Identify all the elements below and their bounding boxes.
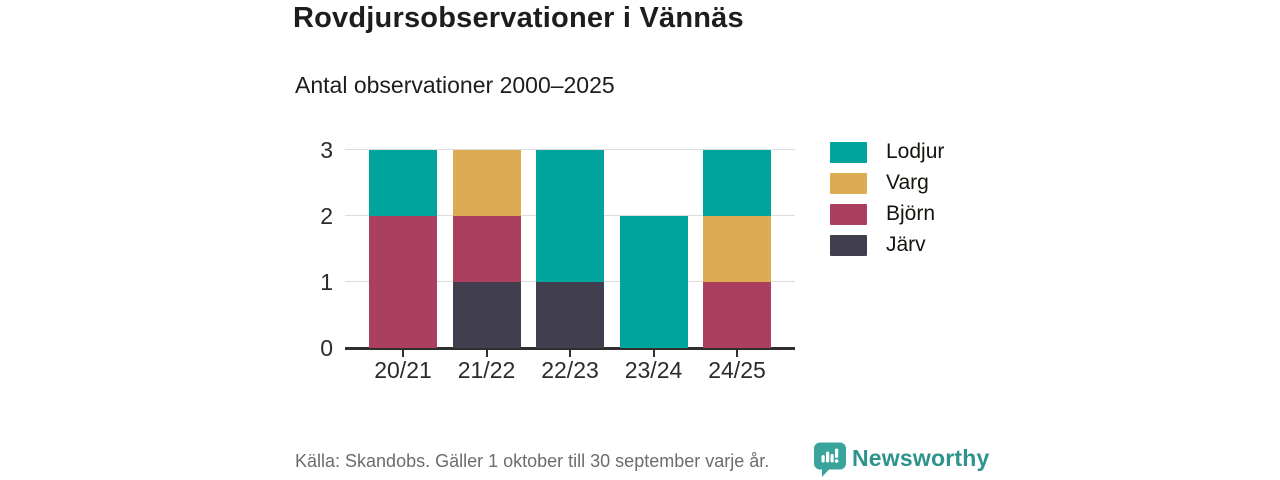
x-axis-tick-label: 23/24: [624, 357, 683, 383]
bar-segment-järv-22-23: [536, 282, 604, 348]
x-axis-tick-mark: [736, 350, 738, 357]
x-axis-tick-label: 24/25: [708, 357, 766, 383]
x-axis-line: [345, 347, 795, 350]
y-axis-tick-label: 0: [320, 335, 333, 361]
x-axis-tick-mark: [402, 350, 404, 357]
x-axis-tick-mark: [569, 350, 571, 357]
x-axis-tick-label: 21/22: [457, 357, 516, 383]
chart-subtitle: Antal observationer 2000–2025: [295, 72, 615, 98]
bar-segment-lodjur-20-21: [369, 150, 437, 216]
bar-segment-björn-24-25: [703, 282, 771, 348]
legend-item-lodjur: Lodjur: [830, 140, 945, 163]
legend-label-varg: Varg: [886, 171, 929, 194]
bar-segment-järv-21-22: [452, 282, 521, 348]
legend-swatch-lodjur: [830, 141, 867, 163]
y-axis-tick-label: 3: [320, 137, 333, 163]
plot-area: 0 1 2 3 20/21 21/22 22/23 23/24 24/25: [320, 137, 795, 383]
legend-swatch-björn: [830, 203, 867, 225]
bar-segment-lodjur-23-24: [619, 216, 688, 348]
bar-segment-varg-24-25: [703, 216, 771, 282]
bar-segment-björn-21-22: [452, 216, 521, 282]
bar-segment-björn-20-21: [369, 216, 437, 348]
gridline-y3: [345, 149, 795, 150]
x-axis-tick-mark: [652, 350, 655, 357]
legend-item-järv: Järv: [830, 233, 944, 256]
source-text: Källa: Skandobs. Gäller 1 oktober till 3…: [295, 451, 770, 471]
bar-segment-varg-21-22: [452, 150, 521, 216]
legend-swatch-varg: [830, 172, 867, 194]
bar-segment-lodjur-24-25: [703, 150, 771, 216]
x-axis-tick-mark: [485, 350, 488, 357]
newsworthy-logo-icon: [814, 442, 846, 477]
legend-label-lodjur: Lodjur: [886, 140, 945, 163]
x-axis-tick-label: 22/23: [541, 357, 599, 383]
legend-item-björn: Björn: [830, 202, 944, 225]
newsworthy-brand-name: Newsworthy: [852, 445, 990, 471]
legend-swatch-järv: [830, 234, 867, 256]
legend-label-björn: Björn: [886, 202, 936, 225]
y-axis-tick-label: 2: [320, 203, 333, 229]
chart-title: Rovdjursobservationer i Vännäs: [293, 2, 744, 34]
legend-item-varg: Varg: [830, 171, 944, 194]
y-axis-tick-label: 1: [320, 269, 333, 295]
legend-label-järv: Järv: [886, 233, 926, 256]
x-axis-tick-label: 20/21: [374, 357, 432, 383]
bar-segment-lodjur-22-23: [536, 150, 604, 282]
legend: Lodjur Varg Björn Järv: [830, 140, 945, 265]
